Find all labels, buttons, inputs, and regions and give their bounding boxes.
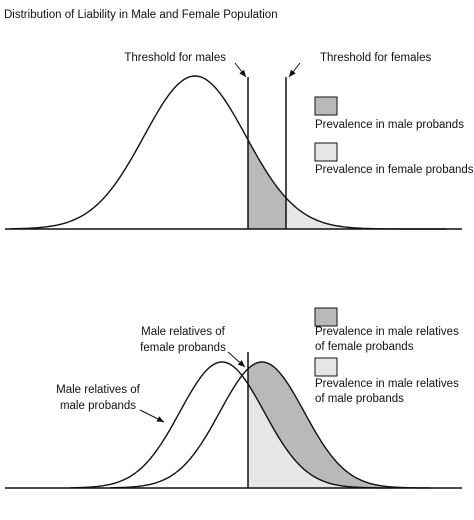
female-proband-relatives-curve (110, 361, 431, 489)
legend-label: Prevalence in female probands (315, 164, 474, 176)
legend-label: of female probands (315, 341, 414, 353)
legend-swatch (314, 96, 338, 116)
male-proband-relatives-area (248, 384, 390, 488)
label: Male relatives of (141, 326, 226, 338)
male-proband-relatives-curve (70, 361, 391, 489)
label: Male relatives of (56, 384, 141, 396)
arrow (227, 351, 246, 368)
legend-label: Prevalence in male relatives (315, 378, 459, 390)
arrow (288, 62, 301, 78)
legend-swatch (314, 357, 338, 377)
arrow (234, 62, 247, 78)
label: Threshold for males (124, 52, 226, 64)
legend-swatch (314, 142, 338, 162)
female-prevalence-area (286, 197, 446, 229)
legend-label: of male probands (315, 393, 404, 405)
top-panel: Threshold for males Threshold for female… (5, 52, 474, 230)
label: female probands (140, 342, 226, 354)
legend-label: Prevalence in male probands (315, 119, 464, 131)
legend-label: Prevalence in male relatives (315, 326, 459, 338)
label: male probands (60, 400, 136, 412)
label: Threshold for females (320, 52, 431, 64)
liability-curve (10, 75, 446, 230)
legend-swatch (314, 307, 338, 327)
bottom-panel: Male relatives of female probands Male r… (5, 307, 462, 489)
male-prevalence-area (248, 139, 286, 229)
title: Distribution of Liability in Male and Fe… (4, 9, 278, 21)
arrow (139, 409, 165, 423)
